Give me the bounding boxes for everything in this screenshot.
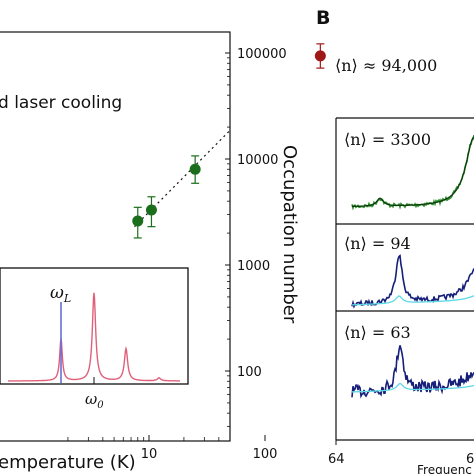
- marker: [314, 50, 326, 62]
- marker: [132, 215, 144, 227]
- inset-frame: [0, 267, 189, 385]
- data-markers: [132, 43, 326, 239]
- marker: [145, 204, 157, 216]
- spectrum-data: [351, 345, 474, 399]
- inset-spectrum: ωL ω0: [0, 267, 189, 411]
- trace-label-3300: ⟨n⟩ = 3300: [344, 130, 431, 149]
- panel-b-xtick-6: 6: [466, 452, 474, 467]
- data-point: [145, 196, 157, 228]
- trace-label-94000: ⟨n⟩ ≈ 94,000: [335, 56, 437, 75]
- data-point: [189, 155, 201, 184]
- panel-b: B ⟨n⟩ ≈ 94,000 ⟨n⟩ = 3300 ⟨n⟩ = 94 ⟨n⟩ =…: [316, 7, 474, 474]
- spectrum-fit: [352, 382, 474, 393]
- omega-l-label: ωL: [50, 283, 71, 305]
- spectrum-trace: [351, 134, 474, 211]
- data-point: [132, 206, 144, 239]
- panel-b-xtick-64: 64: [328, 452, 345, 467]
- panel-b-spectra: [351, 134, 474, 399]
- panel-b-xlabel: Frequenc: [417, 463, 472, 474]
- spectrum-data: [351, 254, 474, 309]
- panel-b-axes: [335, 117, 474, 445]
- data-point: [314, 43, 326, 69]
- panel-a: d laser cooling 100 1000 10000 100000 10 100…: [0, 31, 326, 473]
- y-tick-label: 1000: [237, 259, 270, 274]
- panel-b-letter: B: [316, 7, 330, 29]
- panel-a-annotation: d laser cooling: [0, 93, 122, 113]
- y-axis-ticks: 100 1000 10000 100000: [225, 47, 287, 427]
- x-axis-label: emperature (K): [0, 452, 136, 473]
- spectrum-fit: [352, 295, 474, 306]
- y-tick-label: 10000: [237, 153, 278, 168]
- x-axis-ticks: 10 100: [67, 435, 278, 462]
- spectrum-trace: [351, 345, 474, 399]
- trace-label-94: ⟨n⟩ = 94: [344, 234, 411, 253]
- x-tick-label: 10: [141, 447, 158, 462]
- trace-label-63: ⟨n⟩ = 63: [344, 323, 411, 342]
- x-tick-label: 100: [253, 447, 278, 462]
- y-tick-label: 100: [237, 365, 262, 380]
- y-axis-label: Occupation number: [279, 145, 300, 324]
- spectrum-fit: [352, 136, 474, 208]
- y-tick-label: 100000: [237, 47, 287, 62]
- spectrum-trace: [351, 254, 474, 309]
- omega-0-label: ω0: [85, 390, 104, 411]
- marker: [189, 163, 201, 175]
- inset-spectrum-line: [8, 292, 180, 382]
